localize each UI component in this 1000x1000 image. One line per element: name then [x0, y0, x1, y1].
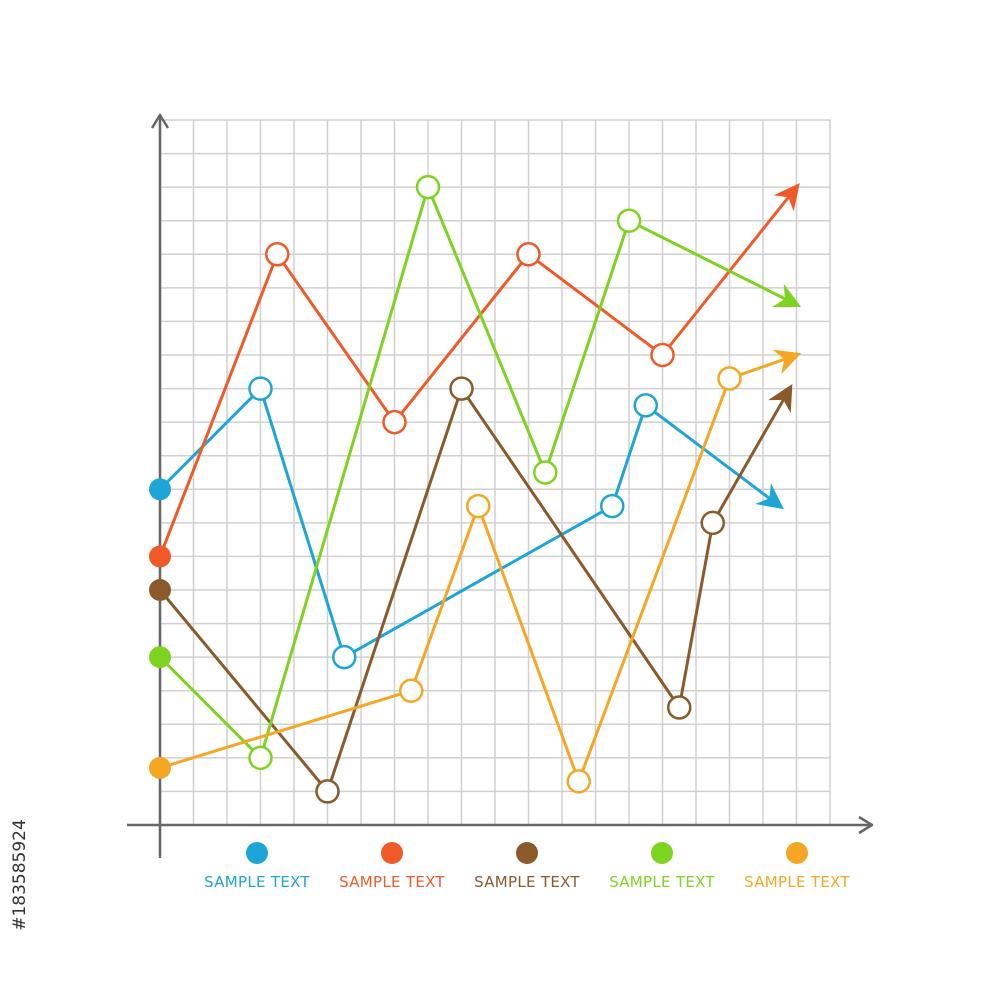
data-point: [399, 678, 424, 703]
chart-legend: SAMPLE TEXT SAMPLE TEXT SAMPLE TEXT SAMPLE …: [204, 842, 850, 891]
series-start-point: [149, 545, 171, 568]
series-line: [158, 387, 784, 659]
series-2: [149, 183, 800, 568]
data-point: [633, 393, 658, 418]
stock-id-text: #183585924: [10, 819, 30, 931]
data-point: [600, 493, 625, 519]
data-point: [415, 174, 441, 200]
data-point: [700, 510, 725, 536]
data-point: [315, 779, 340, 804]
data-point: [466, 493, 491, 519]
legend-label: SAMPLE TEXT: [339, 873, 445, 891]
data-point: [566, 769, 591, 794]
data-point: [265, 242, 290, 267]
legend-label: SAMPLE TEXT: [609, 873, 715, 891]
data-point: [449, 376, 474, 401]
series-5: [149, 349, 802, 794]
x-axis-arrow-icon: [858, 815, 874, 835]
legend-label: SAMPLE TEXT: [204, 873, 310, 891]
series-1: [149, 376, 784, 670]
data-point: [516, 242, 541, 267]
chart-grid: [159, 119, 831, 826]
series-line: [159, 349, 802, 783]
stock-id-watermark: #183585924: [8, 755, 32, 995]
legend-swatch: [786, 842, 808, 864]
data-point: [667, 695, 692, 720]
series-start-point: [149, 756, 171, 779]
series-start-point: [149, 579, 171, 601]
data-point: [382, 409, 407, 435]
series-line: [158, 183, 800, 557]
data-point: [248, 376, 273, 401]
legend-label: SAMPLE TEXT: [744, 873, 850, 891]
series-start-point: [149, 646, 171, 669]
chart-series: [149, 174, 802, 804]
y-axis-arrow-icon: [150, 113, 170, 129]
data-point: [332, 644, 357, 670]
data-point: [533, 460, 558, 485]
data-point: [248, 745, 273, 771]
legend-swatch: [516, 842, 538, 864]
legend-swatch: [381, 842, 403, 864]
data-point: [650, 342, 675, 368]
series-start-point: [149, 478, 171, 501]
chart-axes: [127, 113, 874, 858]
series-line: [158, 384, 793, 793]
series-3: [149, 376, 793, 804]
series-4: [149, 174, 802, 771]
series-line: [158, 185, 802, 760]
legend-swatch: [246, 842, 268, 864]
legend-label: SAMPLE TEXT: [474, 873, 580, 891]
legend-swatch: [651, 842, 673, 864]
data-point: [616, 208, 642, 233]
data-point: [717, 366, 742, 391]
